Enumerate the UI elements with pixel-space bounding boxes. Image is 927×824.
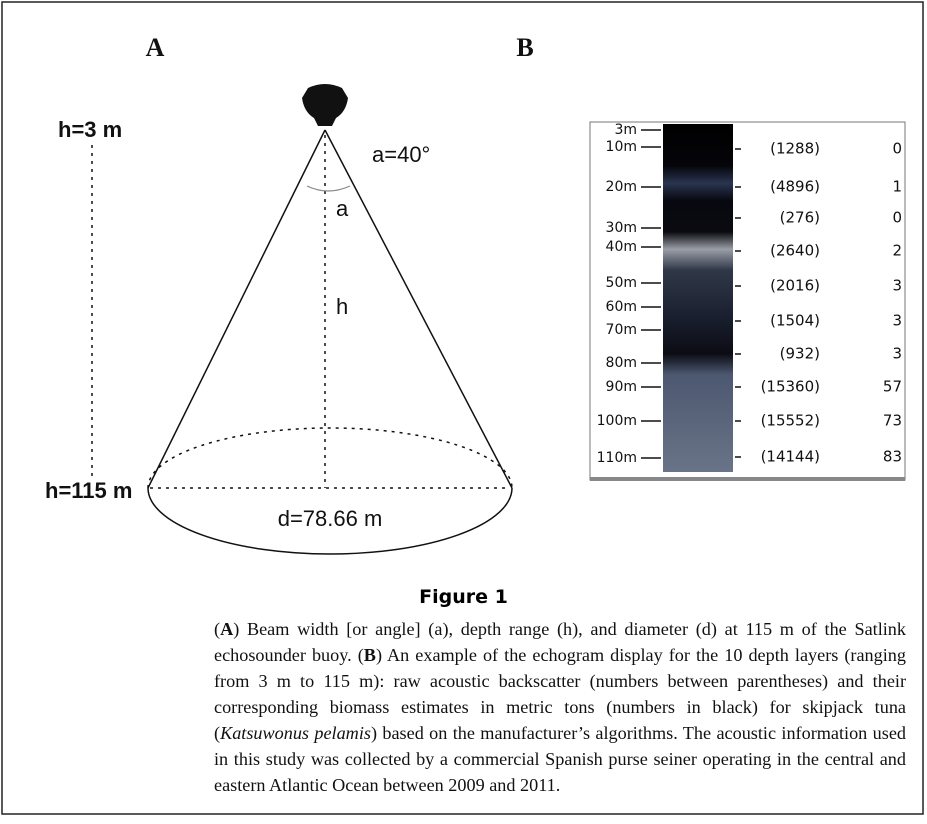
- raw-backscatter: (14144): [761, 448, 820, 466]
- depth-label: 70m: [606, 322, 637, 338]
- cone-edge: [325, 130, 512, 488]
- raw-backscatter: (2016): [770, 277, 820, 295]
- raw-backscatter: (15552): [761, 412, 820, 430]
- biomass: 57: [883, 378, 902, 396]
- depth-label: 90m: [606, 379, 637, 395]
- caption-text: B: [364, 645, 376, 665]
- biomass: 3: [892, 277, 902, 295]
- echogram-box: [590, 122, 905, 480]
- height-symbol: h: [336, 294, 348, 319]
- depth-label: 40m: [606, 239, 637, 255]
- angle-symbol: a: [336, 196, 349, 221]
- depth-label: 50m: [606, 275, 637, 291]
- biomass: 2: [892, 242, 902, 260]
- depth-label: 80m: [606, 355, 637, 371]
- biomass: 73: [883, 412, 902, 430]
- biomass: 0: [892, 209, 902, 227]
- depth-label: 100m: [597, 413, 637, 429]
- biomass: 83: [883, 448, 902, 466]
- raw-backscatter: (15360): [761, 378, 820, 396]
- echogram-bar: [590, 477, 905, 481]
- angle-arc: [307, 186, 350, 191]
- angle-label: a=40°: [372, 142, 430, 167]
- raw-backscatter: (1288): [770, 140, 820, 158]
- buoy: [302, 84, 348, 126]
- biomass: 3: [892, 345, 902, 363]
- caption-text: A: [220, 619, 233, 639]
- biomass: 0: [892, 140, 902, 158]
- bottom-depth: h=115 m: [45, 478, 132, 503]
- panel-label: A: [146, 33, 165, 62]
- raw-backscatter: (2640): [770, 242, 820, 260]
- raw-backscatter: (932): [780, 345, 820, 363]
- depth-label: 10m: [606, 139, 637, 155]
- figure-title: Figure 1: [0, 586, 927, 608]
- echogram: [663, 124, 733, 472]
- raw-backscatter: (276): [780, 209, 820, 227]
- caption-text: Katsuwonus pelamis: [220, 723, 371, 743]
- cone-edge: [148, 130, 325, 488]
- depth-label: 20m: [606, 179, 637, 195]
- caption: (A) Beam width [or angle] (a), depth ran…: [214, 616, 906, 798]
- page: {"panel_a": {"label": "A", "angle_label"…: [0, 0, 927, 824]
- depth-label: 3m: [614, 122, 637, 138]
- depth-label: 110m: [597, 450, 637, 466]
- biomass: 1: [892, 178, 902, 196]
- depth-label: 30m: [606, 220, 637, 236]
- panel-label: B: [516, 33, 533, 62]
- base-back: [148, 428, 512, 488]
- top-depth: h=3 m: [58, 117, 122, 142]
- raw-backscatter: (1504): [770, 312, 820, 330]
- raw-backscatter: (4896): [770, 178, 820, 196]
- diameter-label: d=78.66 m: [278, 506, 383, 531]
- depth-label: 60m: [606, 299, 637, 315]
- biomass: 3: [892, 312, 902, 330]
